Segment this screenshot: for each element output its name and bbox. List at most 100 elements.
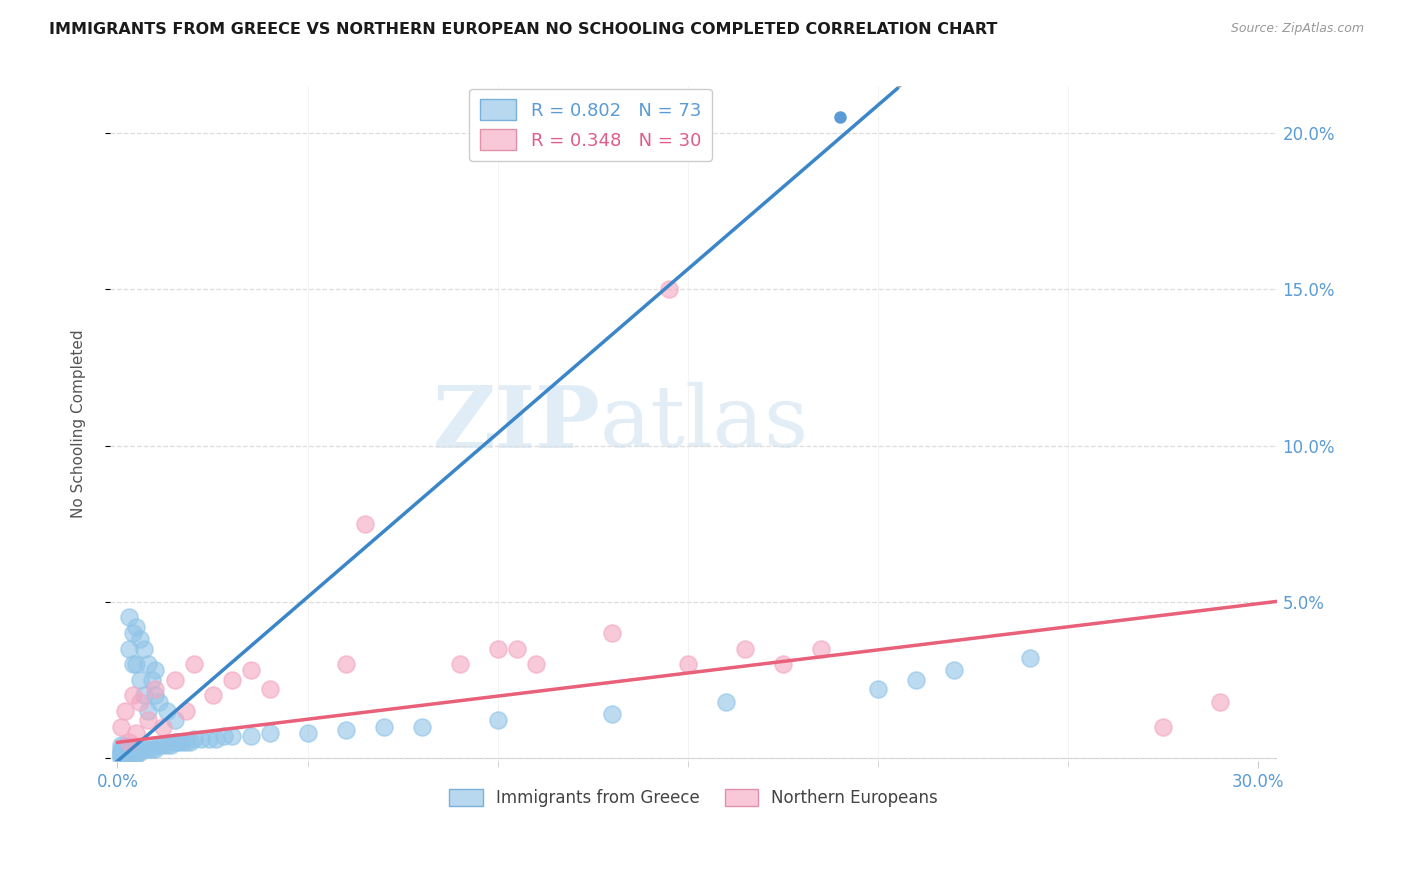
Point (943, 664, 966, 678)
Point (125, 747, 148, 762)
Legend: Immigrants from Greece, Northern Europeans: Immigrants from Greece, Northern Europea… (443, 782, 945, 814)
Point (335, 657, 357, 672)
Point (114, 747, 136, 762)
Point (118, 641, 141, 656)
Point (110, 747, 132, 762)
Point (163, 714, 186, 728)
Point (110, 720, 132, 734)
Point (772, 657, 794, 672)
Point (373, 720, 395, 734)
Point (152, 739, 174, 753)
Point (600, 626, 623, 640)
Point (141, 741, 163, 756)
Point (179, 735, 201, 749)
Point (486, 641, 509, 656)
Point (183, 657, 205, 672)
Point (259, 726, 281, 740)
Point (159, 739, 181, 753)
Point (121, 745, 143, 759)
Point (125, 741, 148, 756)
Point (449, 657, 471, 672)
Point (174, 704, 197, 718)
Point (172, 735, 194, 749)
Point (156, 704, 179, 718)
Point (110, 751, 132, 765)
Point (190, 732, 212, 747)
Text: atlas: atlas (600, 382, 810, 466)
Point (148, 739, 170, 753)
Point (1209, 695, 1232, 709)
Point (676, 657, 699, 672)
Point (156, 739, 179, 753)
Point (145, 689, 167, 703)
Point (129, 673, 152, 687)
Point (132, 689, 155, 703)
Point (110, 745, 132, 759)
Point (121, 689, 143, 703)
Point (1152, 720, 1174, 734)
Point (129, 741, 152, 756)
Point (114, 745, 136, 759)
Point (239, 729, 262, 743)
Point (136, 714, 159, 728)
Point (136, 704, 159, 718)
Point (136, 741, 159, 756)
Point (132, 641, 155, 656)
Point (129, 695, 152, 709)
Point (411, 720, 433, 734)
Point (212, 729, 235, 743)
Point (205, 732, 228, 747)
Point (121, 657, 143, 672)
Point (125, 657, 148, 672)
Point (734, 641, 756, 656)
Point (163, 735, 186, 749)
Point (110, 739, 132, 753)
Point (506, 641, 529, 656)
Point (121, 626, 143, 640)
Point (118, 745, 141, 759)
Point (600, 707, 623, 722)
Point (118, 741, 141, 756)
Point (114, 747, 136, 762)
Point (145, 741, 167, 756)
Point (145, 682, 167, 697)
Point (118, 610, 141, 624)
Point (524, 657, 547, 672)
Y-axis label: No Schooling Completed: No Schooling Completed (72, 329, 86, 518)
Point (114, 741, 136, 756)
Point (125, 745, 148, 759)
Point (114, 739, 136, 753)
Point (110, 747, 132, 762)
Point (110, 745, 132, 759)
Point (658, 282, 681, 296)
Point (239, 664, 262, 678)
Point (221, 729, 243, 743)
Point (114, 751, 136, 765)
Point (141, 673, 163, 687)
Point (152, 720, 174, 734)
Point (714, 695, 737, 709)
Point (129, 745, 152, 759)
Point (297, 726, 319, 740)
Point (353, 516, 375, 531)
Point (335, 723, 357, 737)
Point (486, 714, 509, 728)
Point (136, 657, 159, 672)
Point (167, 735, 190, 749)
Point (1019, 651, 1042, 665)
Text: Source: ZipAtlas.com: Source: ZipAtlas.com (1230, 22, 1364, 36)
Text: IMMIGRANTS FROM GREECE VS NORTHERN EUROPEAN NO SCHOOLING COMPLETED CORRELATION C: IMMIGRANTS FROM GREECE VS NORTHERN EUROP… (49, 22, 998, 37)
Point (905, 673, 928, 687)
Point (110, 741, 132, 756)
Point (132, 741, 155, 756)
Point (129, 632, 152, 647)
Point (125, 620, 148, 634)
Point (118, 735, 141, 749)
Point (868, 682, 890, 697)
Point (121, 747, 143, 762)
Point (174, 735, 197, 749)
Point (125, 726, 148, 740)
Text: ZIP: ZIP (433, 382, 600, 466)
Point (810, 641, 832, 656)
Point (118, 747, 141, 762)
